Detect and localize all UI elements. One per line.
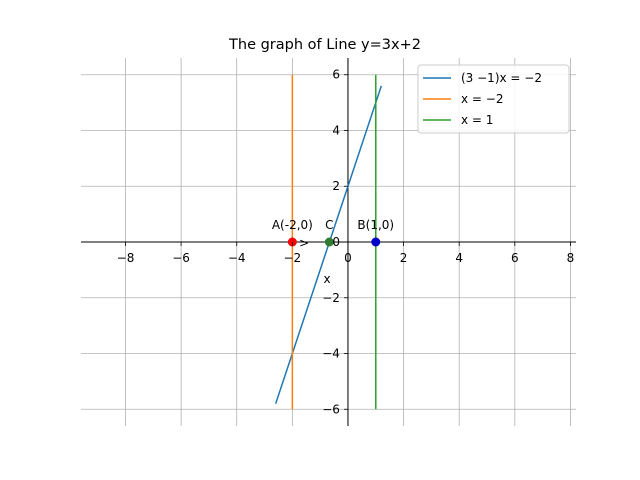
- point-label: C: [325, 218, 333, 232]
- arrow-glyph: >: [299, 236, 309, 250]
- x-tick-label: 8: [567, 251, 575, 265]
- y-tick-label: 0: [332, 235, 340, 249]
- chart-title: The graph of Line y=3x+2: [228, 37, 421, 53]
- point-label: A(-2,0): [272, 218, 313, 232]
- x-tick-label: −8: [117, 251, 135, 265]
- legend-box: [417, 64, 570, 134]
- ticks: −8 −6 −4 −2 0 2 4 6 8 −6 −4 −2 0 2 4 6: [117, 68, 575, 417]
- points: A(-2,0) B(1,0) C: [272, 218, 394, 247]
- x-tick-label: −6: [172, 251, 190, 265]
- y-tick-label: −2: [322, 291, 340, 305]
- y-tick-label: 4: [332, 123, 340, 137]
- x-tick-label: 6: [511, 251, 519, 265]
- legend-label: x = −2: [461, 92, 503, 106]
- x-axis-label: x: [323, 272, 330, 286]
- y-tick-label: −4: [322, 347, 340, 361]
- x-tick-label: 2: [400, 251, 408, 265]
- legend-label: (3 −1)x = −2: [461, 71, 542, 85]
- point-label: B(1,0): [357, 218, 394, 232]
- y-tick-label: −6: [322, 402, 340, 416]
- data-point: [324, 237, 334, 247]
- x-tick-label: 0: [344, 251, 352, 265]
- y-tick-label: 2: [332, 179, 340, 193]
- data-point: [371, 237, 381, 247]
- x-tick-label: 4: [455, 251, 463, 265]
- legend-label: x = 1: [461, 113, 493, 127]
- y-tick-label: 6: [332, 68, 340, 82]
- legend: (3 −1)x = −2 x = −2 x = 1: [417, 64, 570, 134]
- x-tick-label: −2: [283, 251, 301, 265]
- x-tick-label: −4: [228, 251, 246, 265]
